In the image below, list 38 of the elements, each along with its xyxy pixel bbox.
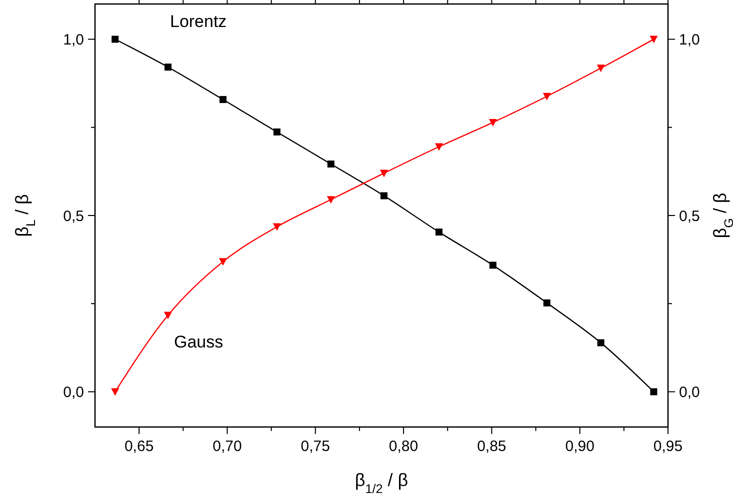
- x-tick-label: 0,65: [124, 438, 154, 455]
- x-tick-label: 0,75: [300, 438, 330, 455]
- point: [650, 36, 658, 44]
- y2-tick-label: 0,0: [679, 384, 700, 401]
- point: [272, 223, 281, 231]
- point: [111, 388, 120, 396]
- point: [327, 160, 334, 168]
- y2-tick-label: 0,5: [679, 208, 700, 225]
- legend-label: Lorentz: [170, 12, 227, 32]
- point: [597, 339, 604, 346]
- point: [434, 143, 443, 151]
- y-tick-label: 0,5: [63, 208, 84, 225]
- point: [489, 262, 496, 269]
- x-tick-label: 0,85: [477, 438, 506, 455]
- point: [542, 92, 551, 100]
- x-tick-label: 0,80: [388, 438, 418, 455]
- y2-tick-label: 1,0: [679, 32, 700, 48]
- point: [164, 312, 172, 320]
- point: [112, 36, 119, 43]
- y-tick-label: 0,0: [63, 384, 84, 401]
- point: [220, 96, 226, 104]
- point: [596, 64, 605, 72]
- point: [164, 64, 172, 71]
- x-tick-label: 0,70: [212, 438, 242, 455]
- point: [435, 228, 442, 236]
- point: [543, 299, 550, 306]
- point: [219, 258, 227, 266]
- point: [650, 388, 658, 396]
- x-tick-label: 0,90: [565, 438, 594, 455]
- x-tick-label: 0,95: [653, 438, 683, 455]
- point: [326, 196, 335, 204]
- point: [273, 128, 280, 136]
- point: [380, 170, 388, 178]
- series-label: Gauss: [174, 332, 224, 352]
- point: [380, 192, 388, 200]
- x-axis-title: β$_{1/2}$ / β: [354, 470, 408, 494]
- y-tick-label: 1,0: [63, 32, 84, 48]
- point: [488, 118, 497, 126]
